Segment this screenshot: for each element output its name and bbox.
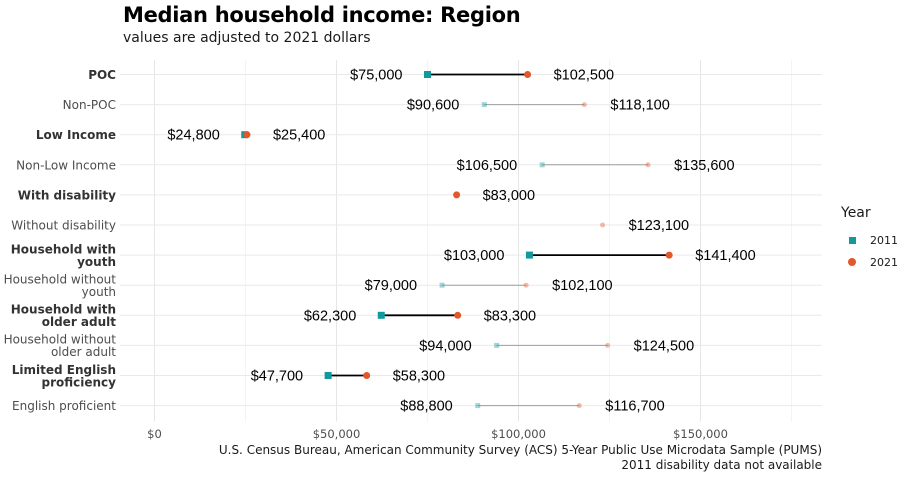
y-category-label: Non-Low Income <box>16 158 116 172</box>
point-2021 <box>645 162 651 168</box>
value-label-2021: $25,400 <box>273 128 325 144</box>
x-tick-label: $100,000 <box>491 427 546 440</box>
x-tick-label: $150,000 <box>673 427 728 440</box>
caption-source: U.S. Census Bureau, American Community S… <box>218 443 822 457</box>
point-2021 <box>523 282 529 288</box>
value-label-2021: $83,000 <box>483 188 535 204</box>
value-label-2021: $102,100 <box>552 278 612 294</box>
point-2011 <box>377 311 385 319</box>
value-label-2011: $90,600 <box>407 98 459 114</box>
value-label-2021: $135,600 <box>674 158 734 174</box>
value-label-2021: $118,100 <box>610 98 669 114</box>
value-label-2011: $103,000 <box>444 248 504 264</box>
legend-label-2021: 2021 <box>870 255 898 269</box>
point-2021 <box>243 131 251 139</box>
value-label-2021: $58,300 <box>393 369 445 385</box>
value-label-2021: $124,500 <box>634 338 694 354</box>
y-label-line: older adult <box>42 315 117 329</box>
point-2021 <box>600 222 606 228</box>
value-label-2011: $24,800 <box>167 128 219 144</box>
y-category-label: Household without older adult <box>4 333 117 360</box>
x-tick-label: $50,000 <box>313 427 361 440</box>
point-2021 <box>453 191 461 199</box>
point-2011 <box>525 251 533 259</box>
y-label-line: youth <box>82 285 116 299</box>
legend-key-2021 <box>844 254 860 270</box>
dumbbell-chart: $0 $50,000 $100,000 $150,000 POC Non-POC Low I… <box>4 60 822 440</box>
y-label-line: With disability <box>18 188 116 202</box>
y-label-line: Household with <box>11 242 116 256</box>
y-label-line: Household without <box>4 333 117 347</box>
legend-label-2011: 2011 <box>870 233 898 247</box>
point-2011 <box>481 102 487 108</box>
y-category-label: POC <box>88 68 116 82</box>
point-2021 <box>524 71 532 78</box>
square-marker-icon <box>849 237 856 244</box>
y-label-line: POC <box>88 68 116 82</box>
y-category-label: Household with youth <box>11 242 116 269</box>
y-label-line: older adult <box>51 345 116 359</box>
point-2021 <box>605 342 611 348</box>
y-category-label: Without disability <box>11 219 116 233</box>
value-label-2011: $106,500 <box>457 158 517 174</box>
y-label-line: English proficient <box>12 399 116 413</box>
legend-title: Year <box>841 205 871 221</box>
legend-item-2011: 2011 <box>841 229 898 251</box>
value-label-2021: $116,700 <box>605 399 664 415</box>
y-category-label: Limited English proficiency <box>12 363 116 390</box>
point-2011 <box>324 372 332 379</box>
point-2021 <box>665 251 673 259</box>
point-2011 <box>475 403 481 409</box>
y-category-label: English proficient <box>12 399 116 413</box>
value-label-2021: $83,300 <box>484 308 536 324</box>
point-2021 <box>363 372 371 379</box>
point-2021 <box>576 403 582 409</box>
legend-key-2011 <box>844 232 860 248</box>
point-2011 <box>539 162 545 168</box>
chart-caption: U.S. Census Bureau, American Community S… <box>219 443 822 473</box>
caption-note: 2011 disability data not available <box>621 458 822 472</box>
y-label-line: Limited English <box>12 363 116 377</box>
value-label-2021: $141,400 <box>695 248 755 264</box>
point-2011 <box>494 342 500 348</box>
y-category-label: Household without youth <box>4 272 117 299</box>
value-label-2011: $79,000 <box>365 278 417 294</box>
chart-title: Median household income: Region <box>123 3 521 27</box>
y-label-line: Household with <box>11 303 116 317</box>
y-label-line: proficiency <box>42 375 117 389</box>
legend: Year 2011 2021 <box>841 205 898 273</box>
y-label-line: Without disability <box>11 219 116 233</box>
point-2011 <box>424 71 431 78</box>
y-label-line: Non-POC <box>63 98 116 112</box>
value-label-2011: $94,000 <box>419 338 471 354</box>
chart-subtitle: values are adjusted to 2021 dollars <box>123 30 371 46</box>
point-2021 <box>454 311 462 319</box>
value-label-2011: $88,800 <box>400 399 452 415</box>
y-label-line: youth <box>77 255 116 269</box>
value-label-2021: $102,500 <box>554 68 614 84</box>
legend-item-2021: 2021 <box>841 251 898 273</box>
y-category-label: Non-POC <box>63 98 116 112</box>
point-2021 <box>581 102 587 108</box>
y-label-line: Household without <box>4 272 117 286</box>
value-label-2011: $75,000 <box>350 68 402 84</box>
y-category-label: Household with older adult <box>11 303 117 330</box>
y-category-label: Low Income <box>36 128 116 142</box>
value-label-2021: $123,100 <box>629 218 689 234</box>
y-label-line: Non-Low Income <box>16 158 116 172</box>
y-category-label: With disability <box>18 188 116 202</box>
value-label-2011: $62,300 <box>304 308 356 324</box>
x-tick-label: $0 <box>147 427 162 440</box>
y-label-line: Low Income <box>36 128 116 142</box>
point-2011 <box>439 282 445 288</box>
value-label-2011: $47,700 <box>251 369 303 385</box>
circle-marker-icon <box>848 258 856 266</box>
